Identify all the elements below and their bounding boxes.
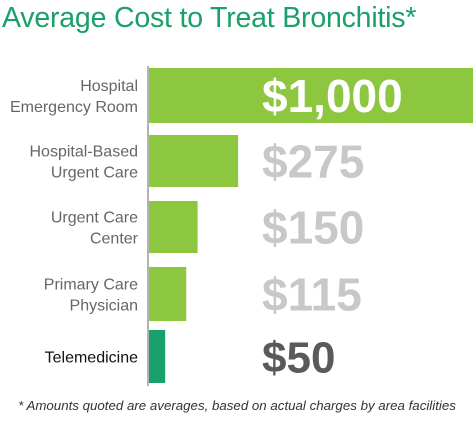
value-label-hospital-based-urgent-care: $275: [262, 136, 364, 188]
bar-chart: Hospital Emergency Room $1,000 Hospital-Bas…: [10, 66, 473, 386]
bar-primary-care-physician: [149, 267, 187, 321]
bar-hospital-emergency-room: [149, 68, 473, 123]
footnote: * Amounts quoted are averages, based on …: [18, 398, 456, 413]
value-label-hospital-emergency-room: $1,000: [262, 70, 403, 122]
value-label-primary-care-physician: $115: [262, 269, 362, 321]
category-label-urgent-care-center-line1: Urgent Care: [51, 210, 138, 227]
category-label-hospital-emergency-room-line2: Emergency Room: [10, 99, 138, 116]
category-label-primary-care-physician-line2: Physician: [70, 298, 138, 315]
value-label-urgent-care-center: $150: [262, 202, 364, 254]
category-label-primary-care-physician-line1: Primary Care: [44, 277, 138, 294]
bar-telemedicine: [149, 330, 166, 383]
bar-urgent-care-center: [149, 201, 198, 253]
category-label-hospital-based-urgent-care-line1: Hospital-Based: [30, 144, 139, 161]
category-label-hospital-based-urgent-care-line2: Urgent Care: [51, 165, 138, 182]
chart-title: Average Cost to Treat Bronchitis*: [2, 2, 417, 34]
category-label-hospital-emergency-room-line1: Hospital: [80, 78, 138, 95]
category-label-urgent-care-center-line2: Center: [90, 231, 139, 248]
bar-hospital-based-urgent-care: [149, 135, 239, 187]
category-label-telemedicine: Telemedicine: [45, 350, 138, 367]
value-label-telemedicine: $50: [262, 333, 335, 382]
